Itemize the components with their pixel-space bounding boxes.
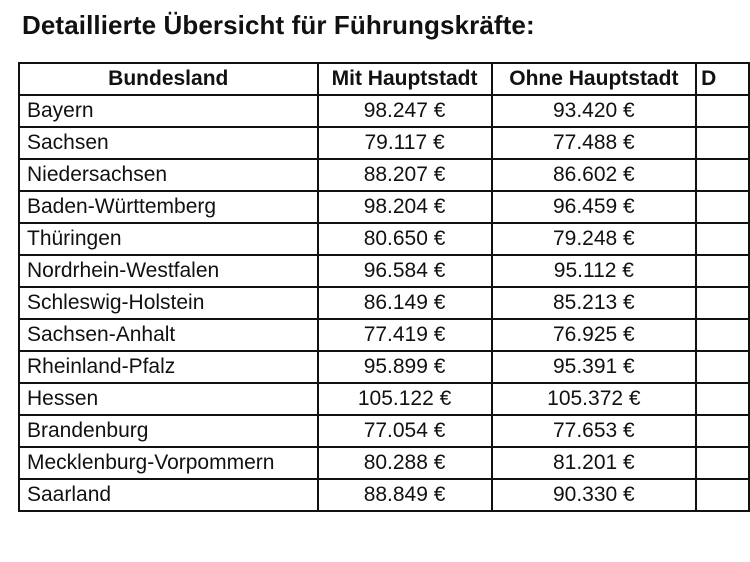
cell-mit-hauptstadt: 80.650 € [316,222,493,256]
table-header-row: Bundesland Mit Hauptstadt Ohne Hauptstad… [18,62,750,96]
cell-ohne-hauptstadt: 105.372 € [490,382,698,416]
cell-ohne-hauptstadt: 86.602 € [490,158,698,192]
cell-bundesland: Baden-Württemberg [18,190,319,224]
cell-bundesland: Rheinland-Pfalz [18,350,319,384]
cell-ohne-hauptstadt: 79.248 € [490,222,698,256]
cell-bundesland: Niedersachsen [18,158,319,192]
table-row: Sachsen 79.117 €77.488 € [18,126,750,160]
cell-truncated-column [695,478,750,512]
cell-mit-hauptstadt: 98.247 € [316,94,493,128]
cell-truncated-column [695,126,750,160]
cell-ohne-hauptstadt: 90.330 € [490,478,698,512]
cell-bundesland: Brandenburg [18,414,319,448]
salary-table: Bundesland Mit Hauptstadt Ohne Hauptstad… [18,62,750,512]
document-title: Detaillierte Übersicht für Führungskräft… [22,10,535,40]
cell-bundesland: Saarland [18,478,319,512]
cell-truncated-column [695,350,750,384]
cell-truncated-column [695,94,750,128]
cell-mit-hauptstadt: 77.054 € [316,414,493,448]
cell-ohne-hauptstadt: 81.201 € [490,446,698,480]
cell-truncated-column [695,414,750,448]
table-row: Saarland 88.849 €90.330 € [18,478,750,512]
cell-ohne-hauptstadt: 76.925 € [490,318,698,352]
cell-bundesland: Sachsen-Anhalt [18,318,319,352]
table-row: Baden-Württemberg 98.204 €96.459 € [18,190,750,224]
table-row: Niedersachsen 88.207 €86.602 € [18,158,750,192]
cell-mit-hauptstadt: 96.584 € [316,254,493,288]
cell-bundesland: Hessen [18,382,319,416]
table-body: Bayern 98.247 €93.420 € Sachsen 79.117 €77.… [18,94,750,512]
cell-truncated-column [695,286,750,320]
header-mit-hauptstadt: Mit Hauptstadt [316,62,493,96]
header-ohne-hauptstadt: Ohne Hauptstadt [490,62,698,96]
cell-truncated-column [695,222,750,256]
cell-truncated-column [695,158,750,192]
table-row: Nordrhein-Westfalen 96.584 €95.112 € [18,254,750,288]
cell-mit-hauptstadt: 88.849 € [316,478,493,512]
cell-truncated-column [695,254,750,288]
table-row: Schleswig-Holstein 86.149 €85.213 € [18,286,750,320]
cell-mit-hauptstadt: 98.204 € [316,190,493,224]
cell-mit-hauptstadt: 86.149 € [316,286,493,320]
cell-ohne-hauptstadt: 96.459 € [490,190,698,224]
table-row: Hessen 105.122 €105.372 € [18,382,750,416]
cell-ohne-hauptstadt: 77.488 € [490,126,698,160]
cell-mit-hauptstadt: 80.288 € [316,446,493,480]
cell-bundesland: Mecklenburg-Vorpommern [18,446,319,480]
cell-bundesland: Bayern [18,94,319,128]
header-bundesland: Bundesland [18,62,319,96]
cell-mit-hauptstadt: 79.117 € [316,126,493,160]
header-truncated-column: D [695,62,750,96]
table-row: Sachsen-Anhalt 77.419 €76.925 € [18,318,750,352]
table-row: Brandenburg 77.054 €77.653 € [18,414,750,448]
table-row: Mecklenburg-Vorpommern 80.288 €81.201 € [18,446,750,480]
table-row: Thüringen 80.650 €79.248 € [18,222,750,256]
cell-bundesland: Nordrhein-Westfalen [18,254,319,288]
cell-ohne-hauptstadt: 77.653 € [490,414,698,448]
cell-mit-hauptstadt: 105.122 € [316,382,493,416]
cell-bundesland: Thüringen [18,222,319,256]
cell-bundesland: Sachsen [18,126,319,160]
cell-bundesland: Schleswig-Holstein [18,286,319,320]
cell-truncated-column [695,190,750,224]
cell-truncated-column [695,446,750,480]
cell-ohne-hauptstadt: 95.391 € [490,350,698,384]
table-row: Rheinland-Pfalz 95.899 €95.391 € [18,350,750,384]
cell-ohne-hauptstadt: 93.420 € [490,94,698,128]
cell-mit-hauptstadt: 95.899 € [316,350,493,384]
cell-ohne-hauptstadt: 95.112 € [490,254,698,288]
cell-mit-hauptstadt: 88.207 € [316,158,493,192]
cell-ohne-hauptstadt: 85.213 € [490,286,698,320]
cell-truncated-column [695,318,750,352]
table-row: Bayern 98.247 €93.420 € [18,94,750,128]
cell-mit-hauptstadt: 77.419 € [316,318,493,352]
cell-truncated-column [695,382,750,416]
